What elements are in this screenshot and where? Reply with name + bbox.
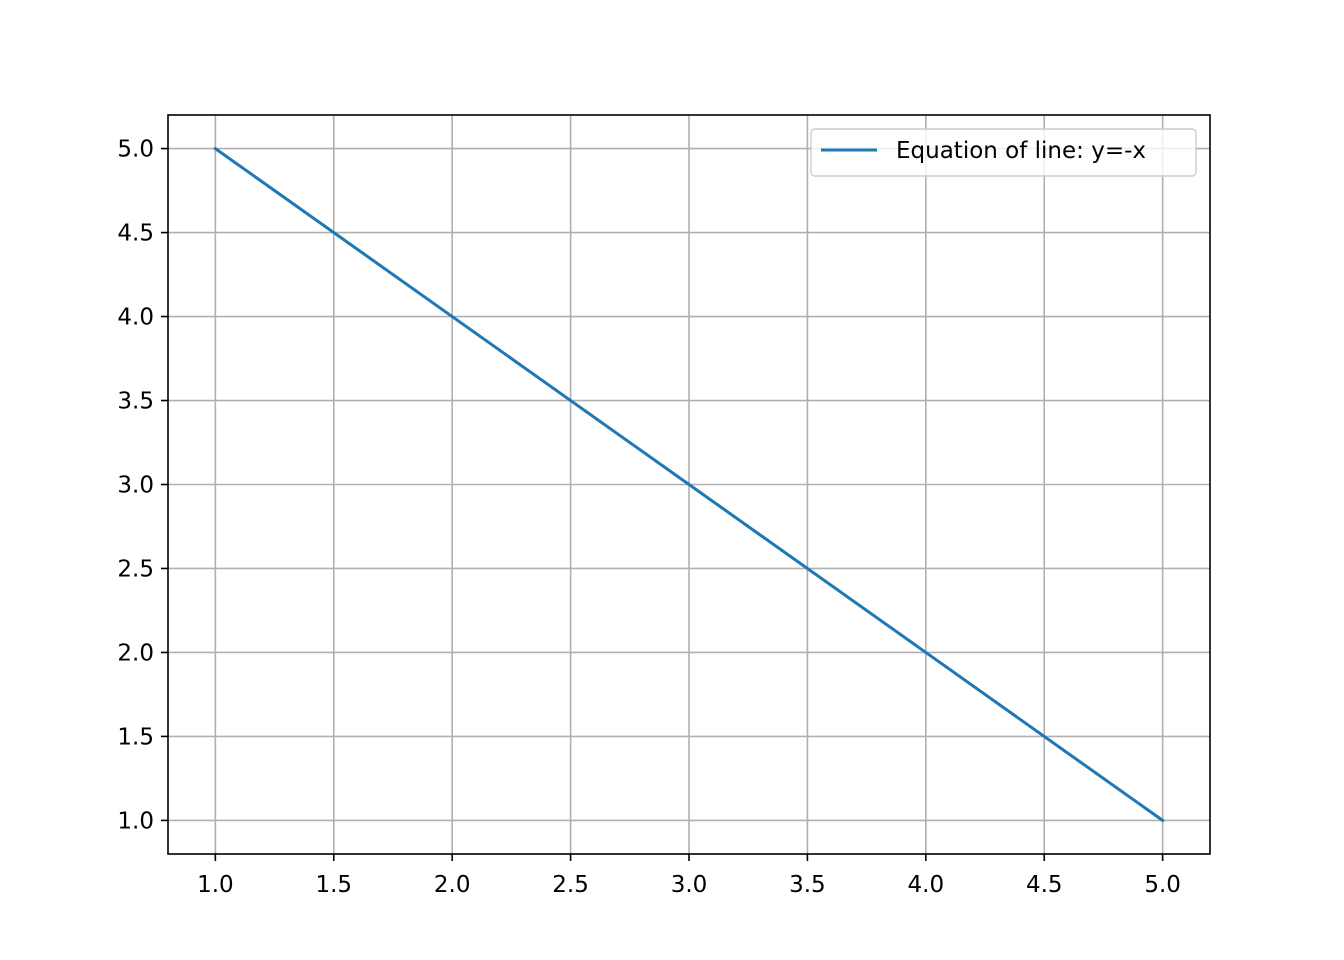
y-tick-label: 4.0	[117, 305, 154, 331]
x-tick-label: 3.5	[789, 872, 826, 898]
y-tick-label: 4.5	[117, 221, 154, 247]
series-lines	[213, 146, 1165, 823]
x-tick-label: 1.5	[315, 872, 352, 898]
y-tick-label: 5.0	[117, 137, 154, 163]
x-axis-ticks: 1.0 1.5 2.0 2.5 3.0 3.5 4.0 4.5 5.0	[197, 854, 1181, 898]
y-tick-label: 2.0	[117, 640, 154, 666]
legend-series-label: Equation of line: y=-x	[896, 138, 1146, 164]
legend: Equation of line: y=-x	[810, 128, 1197, 177]
y-axis-ticks: 1.0 1.5 2.0 2.5 3.0 3.5 4.0 4.5 5.0	[117, 137, 168, 834]
x-tick-label: 4.5	[1026, 872, 1063, 898]
y-tick-label: 2.5	[117, 556, 154, 582]
y-tick-label: 1.5	[117, 724, 154, 750]
x-tick-label: 2.5	[552, 872, 589, 898]
x-tick-label: 1.0	[197, 872, 234, 898]
y-tick-label: 3.5	[117, 389, 154, 415]
x-tick-label: 4.0	[908, 872, 945, 898]
x-tick-label: 5.0	[1144, 872, 1181, 898]
x-tick-label: 3.0	[671, 872, 708, 898]
x-tick-label: 2.0	[434, 872, 471, 898]
y-tick-label: 1.0	[117, 808, 154, 834]
legend-box	[810, 128, 1197, 177]
y-tick-label: 3.0	[117, 473, 154, 499]
series-line	[213, 146, 1165, 823]
